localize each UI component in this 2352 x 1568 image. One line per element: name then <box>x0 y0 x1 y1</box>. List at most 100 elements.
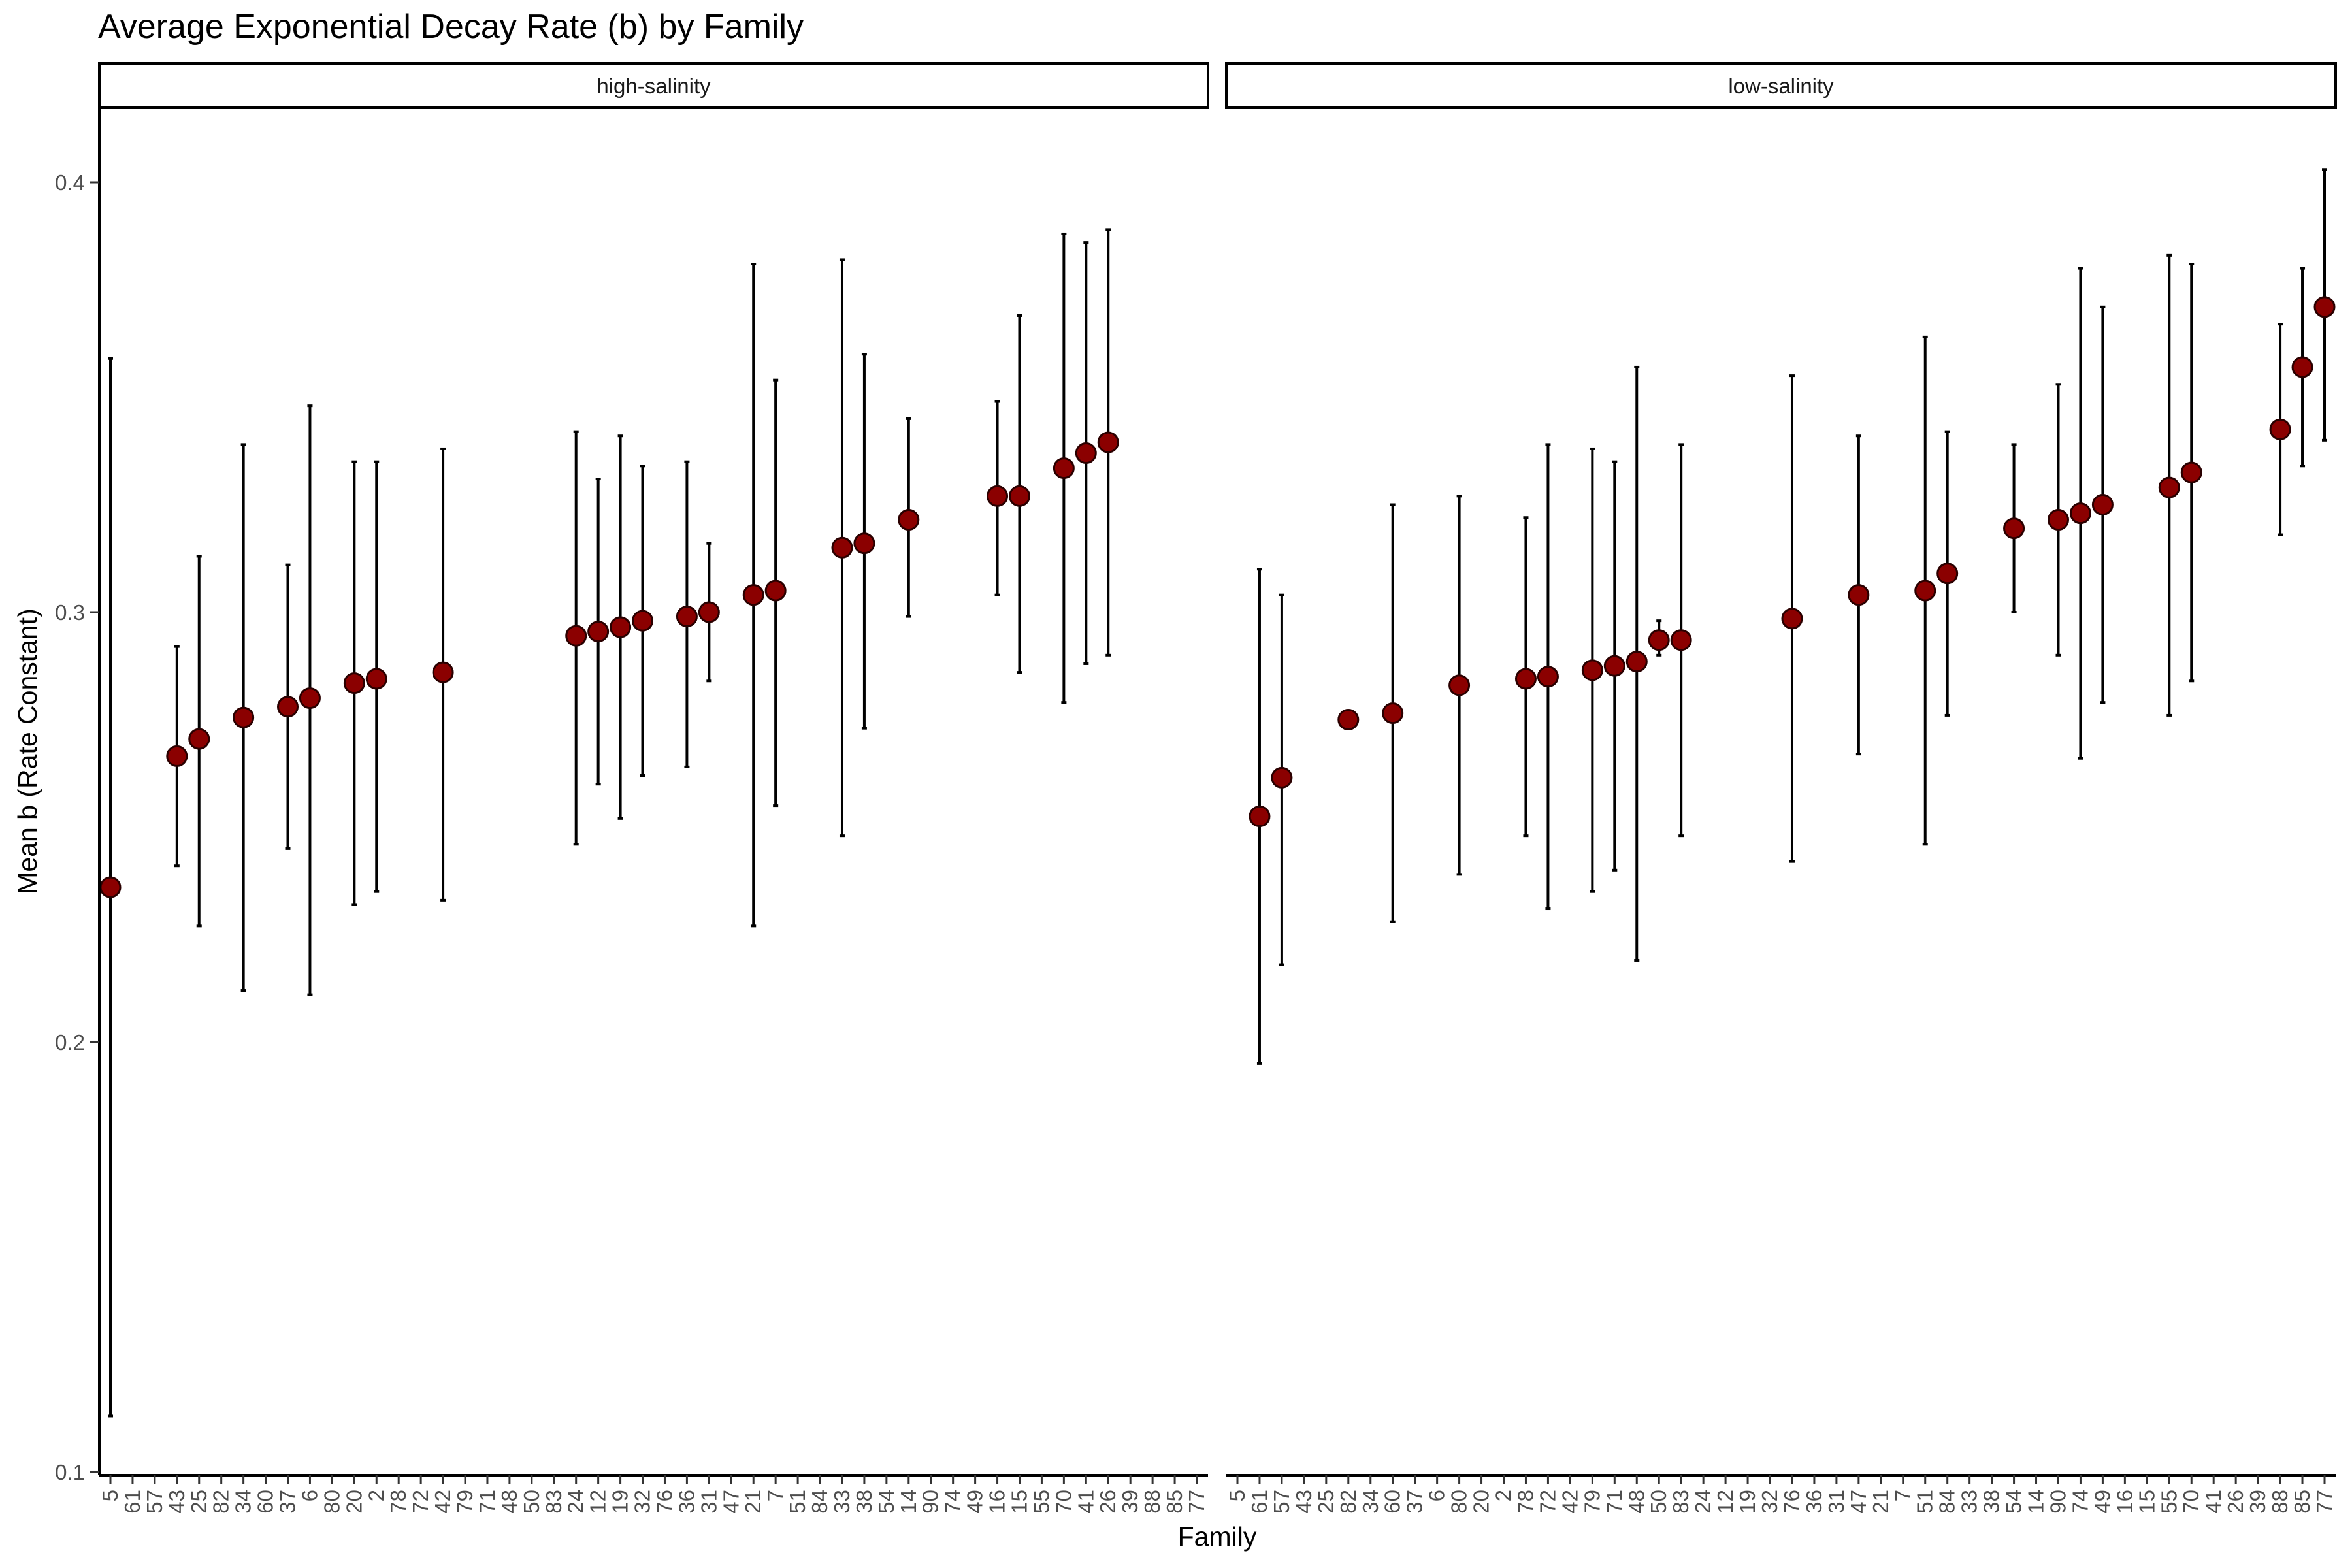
x-tick-label: 50 <box>519 1490 544 1514</box>
x-tick-label: 39 <box>1118 1490 1142 1514</box>
x-tick-label: 34 <box>1358 1490 1382 1514</box>
data-point <box>166 745 188 767</box>
x-tick-label: 20 <box>342 1490 366 1514</box>
facet-strip <box>98 62 1209 109</box>
chart-title: Average Exponential Decay Rate (b) by Fa… <box>98 8 804 46</box>
x-tick-label: 71 <box>475 1490 499 1514</box>
x-tick-label: 43 <box>165 1490 189 1514</box>
x-tick-label: 60 <box>1380 1490 1405 1514</box>
x-tick-label: 55 <box>2157 1490 2181 1514</box>
x-tick-label: 37 <box>1403 1490 1427 1514</box>
data-point-group <box>742 263 764 928</box>
data-point <box>1848 584 1870 606</box>
x-tick-label: 25 <box>187 1490 211 1514</box>
data-point <box>1053 457 1075 480</box>
x-tick-label: 32 <box>1757 1490 1782 1514</box>
data-point-group <box>1008 314 1030 674</box>
data-point <box>1008 485 1030 507</box>
data-point-group <box>1448 495 1471 876</box>
x-tick-label: 78 <box>1513 1490 1537 1514</box>
x-tick-label: 6 <box>1425 1490 1449 1501</box>
x-tick-label: 83 <box>542 1490 566 1514</box>
data-point-group <box>2069 267 2091 760</box>
data-point <box>188 728 210 750</box>
x-tick-label: 80 <box>1447 1490 1471 1514</box>
data-point-group <box>698 542 720 683</box>
x-tick-label: 71 <box>1602 1490 1626 1514</box>
data-point-group <box>676 460 698 768</box>
facet-strip <box>1225 62 2337 109</box>
data-point-group <box>1514 516 1537 838</box>
x-tick-label: 85 <box>2290 1490 2314 1514</box>
data-point-group <box>299 404 321 996</box>
x-tick-label: 50 <box>1646 1490 1671 1514</box>
x-tick-label: 48 <box>1624 1490 1648 1514</box>
data-point-group <box>2047 383 2069 657</box>
data-point-group <box>1382 503 1404 923</box>
x-tick-label: 49 <box>963 1490 987 1514</box>
data-point <box>277 696 299 718</box>
data-point <box>1075 442 1097 465</box>
data-point-group <box>2091 305 2114 704</box>
facet-panels: high-salinity561574325823460376802027872… <box>98 62 2337 1514</box>
data-point-group <box>1914 335 1936 846</box>
x-tick-label: 78 <box>386 1490 410 1514</box>
data-point-group <box>1625 365 1648 962</box>
data-point <box>2313 296 2336 318</box>
data-point <box>2091 494 2114 515</box>
data-point-group <box>1537 443 1559 911</box>
data-point-group <box>99 357 122 1418</box>
x-tick-label: 72 <box>1535 1490 1560 1514</box>
data-point-group <box>565 430 587 846</box>
data-point-group <box>764 378 787 808</box>
data-point <box>432 661 454 683</box>
x-tick-label: 51 <box>1913 1490 1937 1514</box>
data-point <box>610 616 632 638</box>
x-tick-label: 55 <box>1029 1490 1053 1514</box>
x-tick-label: 31 <box>696 1490 721 1514</box>
data-point-group <box>1670 443 1692 838</box>
data-point <box>1249 806 1271 828</box>
data-point <box>1914 580 1936 602</box>
x-tick-label: 24 <box>1691 1490 1715 1514</box>
x-tick-label: 33 <box>830 1490 854 1514</box>
x-tick-label: 54 <box>874 1490 898 1514</box>
data-point <box>99 876 122 898</box>
x-tick-label: 14 <box>896 1490 921 1514</box>
x-tick-label: 90 <box>2046 1490 2070 1514</box>
x-tick-label: 84 <box>808 1490 832 1514</box>
data-point <box>299 687 321 710</box>
data-point <box>1648 629 1670 651</box>
data-point-group <box>1053 232 1075 704</box>
data-point-group <box>1271 593 1293 966</box>
x-tick-label: 57 <box>142 1490 167 1514</box>
y-tick-label: 0.2 <box>55 1030 85 1054</box>
x-tick-label: 26 <box>1096 1490 1120 1514</box>
data-point <box>2047 509 2069 531</box>
x-tick-label: 41 <box>2201 1490 2225 1514</box>
x-tick-label: 16 <box>2112 1490 2136 1514</box>
x-tick-label: 41 <box>1073 1490 1098 1514</box>
x-tick-label: 61 <box>120 1490 144 1514</box>
data-point-group <box>343 460 365 906</box>
x-tick-label: 70 <box>2179 1490 2203 1514</box>
x-tick-label: 32 <box>630 1490 655 1514</box>
x-tick-label: 36 <box>1802 1490 1826 1514</box>
x-tick-label: 7 <box>763 1490 787 1501</box>
data-point <box>1581 659 1603 681</box>
data-point-group <box>1781 374 1803 863</box>
data-point <box>987 485 1009 507</box>
data-point <box>2158 476 2180 498</box>
x-tick-label: 57 <box>1269 1490 1294 1514</box>
data-point-group <box>1648 619 1670 657</box>
x-tick-label: 76 <box>1780 1490 1804 1514</box>
data-point-group <box>432 447 454 902</box>
panel-low-salinity: low-salinity5615743258234603768020278724… <box>1225 62 2337 1514</box>
x-tick-label: 2 <box>364 1490 388 1501</box>
x-tick-label: 79 <box>1580 1490 1604 1514</box>
x-tick-label: 24 <box>564 1490 588 1514</box>
facet-strip-label: low-salinity <box>1728 74 1834 98</box>
x-tick-label: 26 <box>2223 1490 2247 1514</box>
data-point <box>2291 356 2313 378</box>
